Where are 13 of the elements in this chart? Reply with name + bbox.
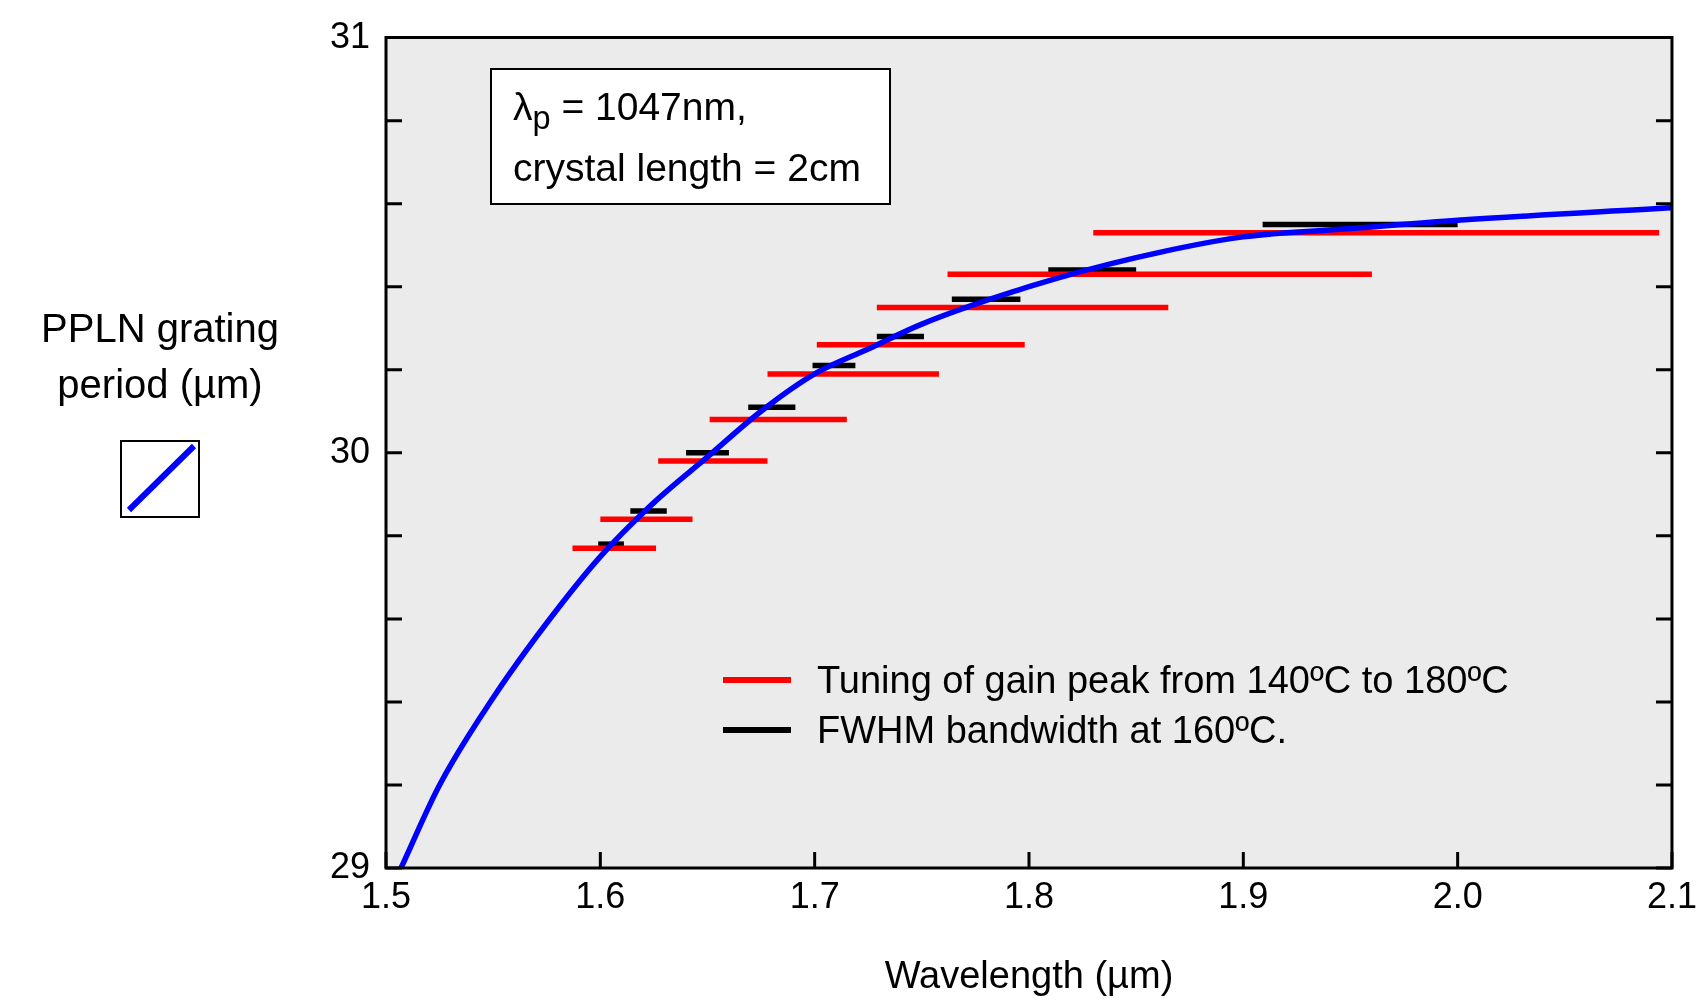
y-tick-label: 31 xyxy=(329,14,370,56)
x-tick-label: 1.8 xyxy=(1003,874,1055,916)
x-axis-title: Wavelength (µm) xyxy=(884,953,1174,996)
x-tick-label: 2.1 xyxy=(1646,874,1697,916)
y-tick-label: 30 xyxy=(329,429,370,471)
annotation: λ$_{p}$ = 1047nm, crystal length = 2cm xyxy=(513,84,861,191)
x-tick-label: 2.0 xyxy=(1432,874,1483,916)
legend-label: Tuning of gain peak from 140ºC to 180ºC xyxy=(817,658,1509,702)
y-axis-title: PPLN grating period (µm) xyxy=(40,305,280,408)
legend-label: FWHM bandwidth at 160ºC. xyxy=(817,708,1288,752)
x-tick-label: 1.7 xyxy=(789,874,840,916)
x-tick-label: 1.6 xyxy=(575,874,626,916)
x-tick-label: 1.9 xyxy=(1218,874,1269,916)
